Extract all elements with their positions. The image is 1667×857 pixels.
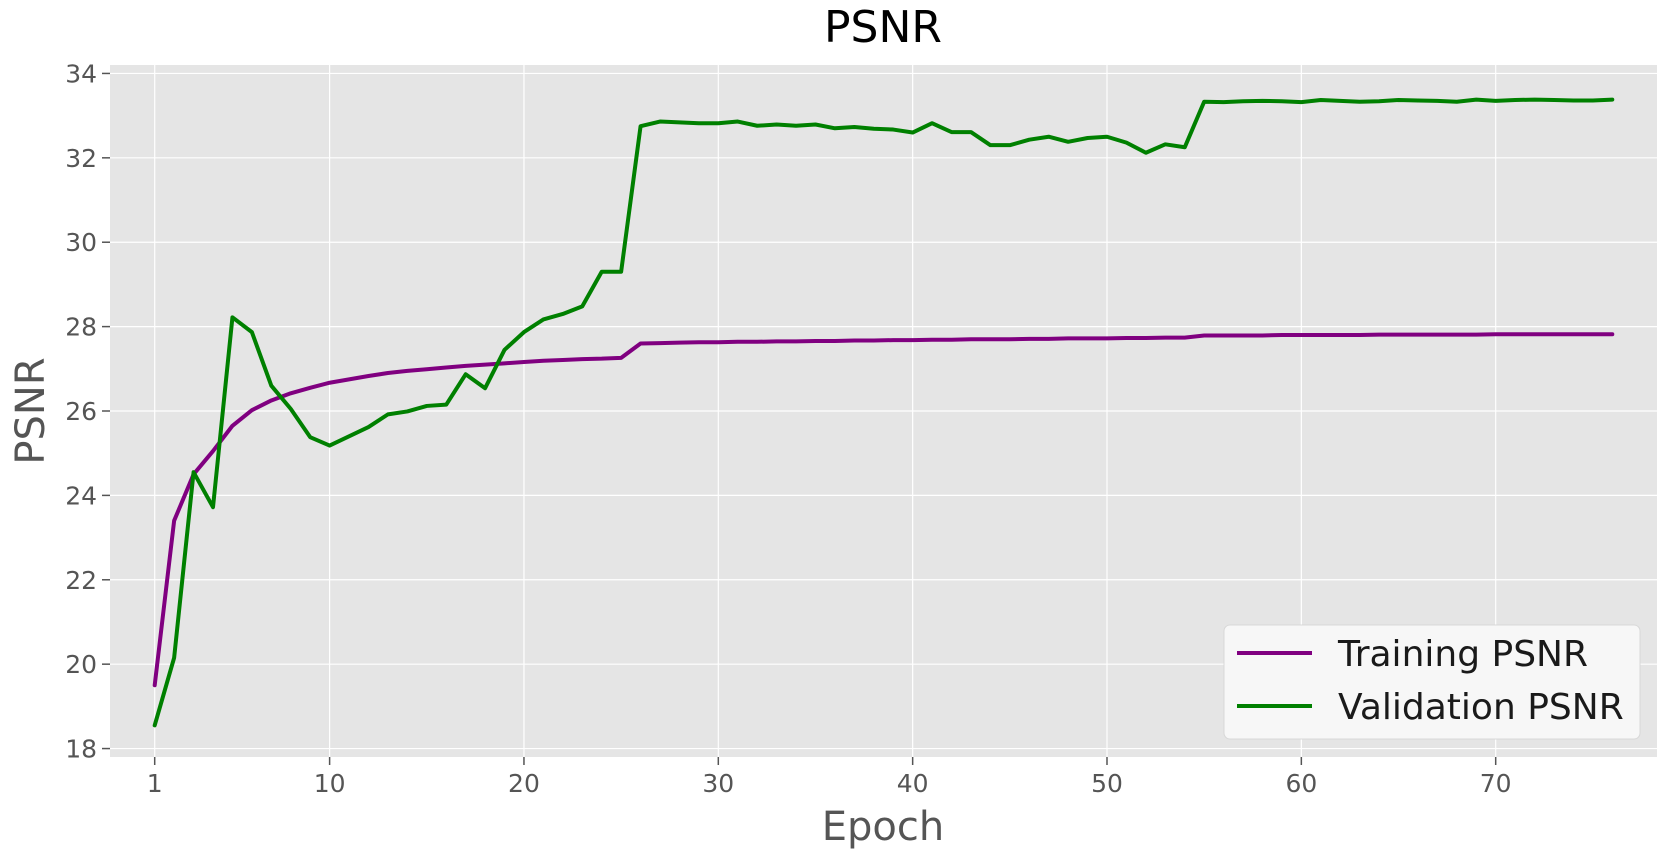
- x-axis-label: Epoch: [822, 804, 944, 850]
- x-tick-label: 10: [314, 769, 346, 798]
- series-line-validation-psnr: [152, 97, 1615, 728]
- x-tick-label: 20: [508, 769, 540, 798]
- y-axis-ticks: 18 20 22 24 26 28 30 32 34: [65, 59, 110, 764]
- x-tick-label: 60: [1285, 769, 1317, 798]
- x-tick-label: 1: [147, 769, 163, 798]
- series-lines: [152, 97, 1615, 728]
- x-axis-ticks: 1 10 20 30 40 50 60 70: [147, 757, 1512, 798]
- legend-label-training: Training PSNR: [1337, 634, 1588, 675]
- y-tick-label: 28: [65, 313, 97, 342]
- series-line-training-psnr: [152, 332, 1615, 688]
- y-axis-label: PSNR: [8, 357, 54, 464]
- y-tick-label: 24: [65, 481, 97, 510]
- grid: [110, 65, 1657, 757]
- y-tick-label: 34: [65, 59, 97, 88]
- legend: Training PSNR Validation PSNR: [1223, 624, 1641, 740]
- y-tick-label: 20: [65, 650, 97, 679]
- chart-title: PSNR: [824, 2, 942, 53]
- x-tick-label: 40: [897, 769, 929, 798]
- legend-label-validation: Validation PSNR: [1338, 687, 1624, 728]
- x-tick-label: 30: [702, 769, 734, 798]
- x-tick-label: 50: [1091, 769, 1123, 798]
- x-tick-label: 70: [1480, 769, 1512, 798]
- legend-box: [1223, 624, 1641, 740]
- y-tick-label: 32: [65, 144, 97, 173]
- y-tick-label: 18: [65, 735, 97, 764]
- y-tick-label: 30: [65, 228, 97, 257]
- y-tick-label: 26: [65, 397, 97, 426]
- y-tick-label: 22: [65, 566, 97, 595]
